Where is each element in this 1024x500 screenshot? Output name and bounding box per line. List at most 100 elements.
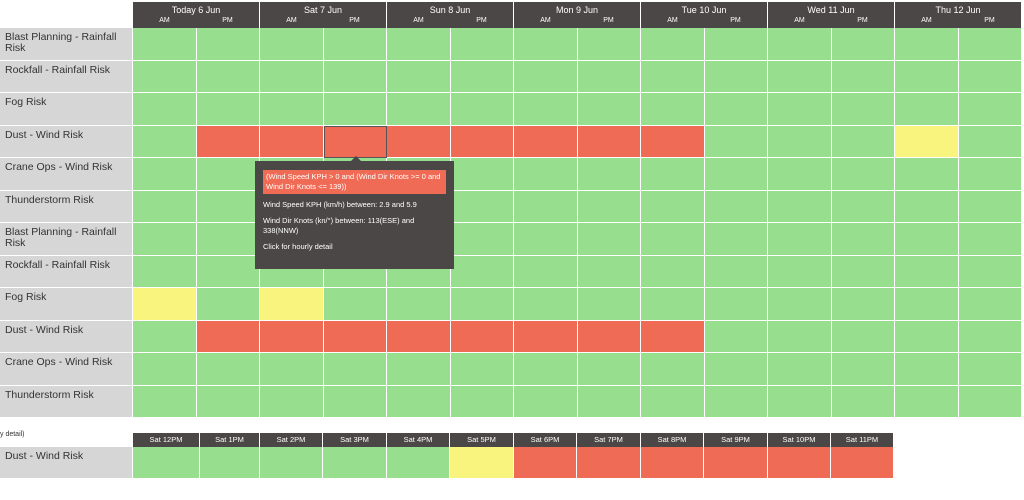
risk-cell[interactable]	[959, 28, 1022, 61]
risk-cell[interactable]	[133, 386, 197, 418]
risk-cell[interactable]	[324, 386, 387, 418]
risk-cell[interactable]	[387, 386, 451, 418]
risk-cell[interactable]	[451, 321, 514, 353]
risk-cell[interactable]	[260, 288, 324, 321]
risk-cell[interactable]	[832, 353, 895, 386]
risk-cell[interactable]	[514, 386, 578, 418]
risk-cell[interactable]	[578, 223, 641, 256]
risk-cell[interactable]	[832, 321, 895, 353]
risk-cell[interactable]	[324, 93, 387, 126]
hourly-risk-cell[interactable]	[387, 447, 450, 479]
risk-cell[interactable]	[832, 158, 895, 191]
risk-cell[interactable]	[133, 158, 197, 191]
risk-cell[interactable]	[705, 126, 768, 158]
risk-cell[interactable]	[578, 61, 641, 93]
risk-cell[interactable]	[641, 93, 705, 126]
risk-cell[interactable]	[641, 353, 705, 386]
risk-cell[interactable]	[578, 353, 641, 386]
risk-cell[interactable]	[895, 28, 959, 61]
risk-cell[interactable]	[641, 191, 705, 223]
risk-cell[interactable]	[578, 191, 641, 223]
risk-cell[interactable]	[895, 256, 959, 288]
hourly-risk-cell[interactable]	[450, 447, 514, 479]
risk-cell[interactable]	[895, 61, 959, 93]
risk-cell[interactable]	[260, 126, 324, 158]
risk-cell[interactable]	[324, 126, 387, 158]
risk-cell[interactable]	[959, 321, 1022, 353]
risk-cell[interactable]	[197, 353, 260, 386]
risk-cell[interactable]	[641, 321, 705, 353]
risk-cell[interactable]	[324, 61, 387, 93]
risk-cell[interactable]	[895, 158, 959, 191]
risk-cell[interactable]	[832, 61, 895, 93]
risk-cell[interactable]	[451, 93, 514, 126]
risk-cell[interactable]	[705, 386, 768, 418]
risk-cell[interactable]	[768, 386, 832, 418]
risk-cell[interactable]	[578, 93, 641, 126]
risk-cell[interactable]	[832, 191, 895, 223]
risk-cell[interactable]	[705, 353, 768, 386]
risk-cell[interactable]	[197, 93, 260, 126]
risk-cell[interactable]	[133, 28, 197, 61]
risk-cell[interactable]	[324, 28, 387, 61]
risk-cell[interactable]	[387, 93, 451, 126]
hourly-risk-cell[interactable]	[831, 447, 894, 479]
risk-cell[interactable]	[768, 126, 832, 158]
risk-cell[interactable]	[451, 223, 514, 256]
risk-cell[interactable]	[832, 28, 895, 61]
risk-cell[interactable]	[133, 321, 197, 353]
risk-cell[interactable]	[387, 353, 451, 386]
risk-cell[interactable]	[768, 256, 832, 288]
risk-cell[interactable]	[768, 353, 832, 386]
risk-cell[interactable]	[514, 61, 578, 93]
risk-cell[interactable]	[197, 223, 260, 256]
risk-cell[interactable]	[959, 288, 1022, 321]
risk-cell[interactable]	[133, 93, 197, 126]
risk-cell[interactable]	[514, 158, 578, 191]
risk-cell[interactable]	[895, 93, 959, 126]
risk-cell[interactable]	[768, 158, 832, 191]
risk-cell[interactable]	[578, 256, 641, 288]
hourly-risk-cell[interactable]	[260, 447, 323, 479]
risk-cell[interactable]	[641, 386, 705, 418]
risk-cell[interactable]	[705, 28, 768, 61]
risk-cell[interactable]	[133, 223, 197, 256]
risk-cell[interactable]	[133, 288, 197, 321]
risk-cell[interactable]	[578, 386, 641, 418]
risk-cell[interactable]	[387, 321, 451, 353]
hourly-risk-cell[interactable]	[768, 447, 831, 479]
risk-cell[interactable]	[451, 288, 514, 321]
risk-cell[interactable]	[768, 61, 832, 93]
risk-cell[interactable]	[768, 321, 832, 353]
risk-cell[interactable]	[514, 353, 578, 386]
hourly-risk-cell[interactable]	[133, 447, 200, 479]
risk-cell[interactable]	[705, 288, 768, 321]
risk-cell[interactable]	[387, 61, 451, 93]
risk-cell[interactable]	[959, 223, 1022, 256]
risk-cell[interactable]	[959, 93, 1022, 126]
risk-cell[interactable]	[959, 353, 1022, 386]
risk-cell[interactable]	[133, 256, 197, 288]
risk-cell[interactable]	[197, 61, 260, 93]
risk-cell[interactable]	[451, 386, 514, 418]
risk-cell[interactable]	[641, 28, 705, 61]
risk-cell[interactable]	[514, 93, 578, 126]
risk-cell[interactable]	[832, 288, 895, 321]
risk-cell[interactable]	[197, 256, 260, 288]
risk-tooltip[interactable]: (Wind Speed KPH > 0 and (Wind Dir Knots …	[255, 161, 454, 269]
risk-cell[interactable]	[451, 126, 514, 158]
risk-cell[interactable]	[324, 353, 387, 386]
risk-cell[interactable]	[832, 386, 895, 418]
risk-cell[interactable]	[768, 223, 832, 256]
risk-cell[interactable]	[895, 126, 959, 158]
risk-cell[interactable]	[895, 223, 959, 256]
risk-cell[interactable]	[514, 126, 578, 158]
risk-cell[interactable]	[768, 28, 832, 61]
risk-cell[interactable]	[959, 61, 1022, 93]
risk-cell[interactable]	[641, 256, 705, 288]
risk-cell[interactable]	[451, 353, 514, 386]
risk-cell[interactable]	[387, 28, 451, 61]
risk-cell[interactable]	[514, 256, 578, 288]
risk-cell[interactable]	[514, 321, 578, 353]
risk-cell[interactable]	[451, 28, 514, 61]
